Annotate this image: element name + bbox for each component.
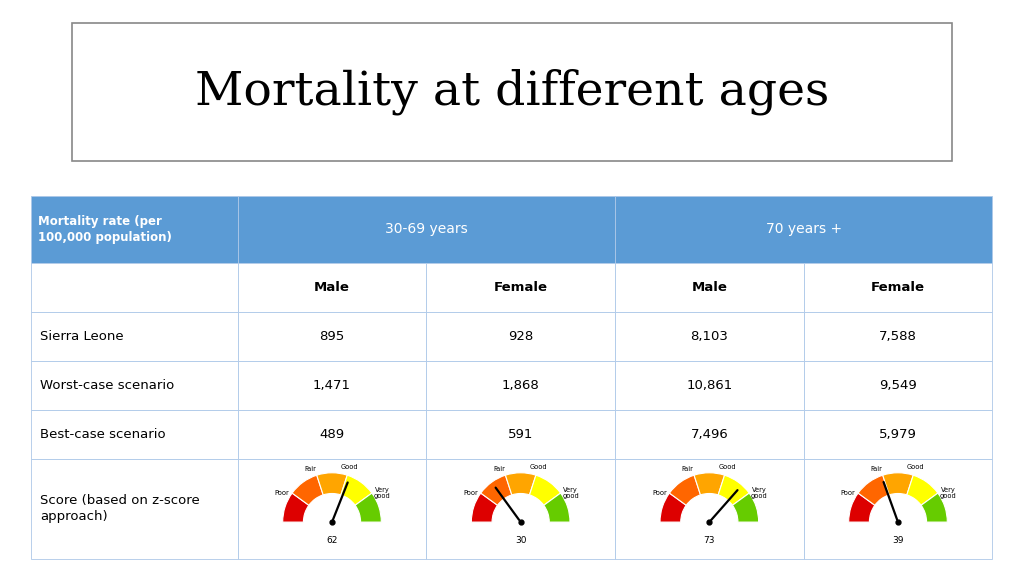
- Text: 895: 895: [319, 330, 345, 343]
- Text: 5,979: 5,979: [879, 428, 916, 441]
- Wedge shape: [292, 475, 324, 505]
- Bar: [804, 361, 992, 410]
- Wedge shape: [471, 493, 498, 522]
- Wedge shape: [694, 473, 725, 495]
- Bar: [238, 263, 426, 312]
- Wedge shape: [858, 475, 889, 505]
- Wedge shape: [883, 473, 913, 495]
- Wedge shape: [907, 475, 938, 505]
- Wedge shape: [341, 475, 372, 505]
- Text: Female: Female: [494, 281, 548, 294]
- Wedge shape: [283, 493, 309, 522]
- Bar: [31, 312, 238, 361]
- Wedge shape: [506, 473, 536, 495]
- Text: 7,588: 7,588: [879, 330, 916, 343]
- Wedge shape: [718, 475, 750, 505]
- Bar: [615, 263, 804, 312]
- Text: 73: 73: [703, 536, 715, 545]
- Text: 1,868: 1,868: [502, 379, 540, 392]
- Bar: [31, 459, 238, 559]
- Bar: [804, 312, 992, 361]
- Text: Male: Male: [314, 281, 350, 294]
- Text: 70 years +: 70 years +: [766, 222, 842, 236]
- Text: 8,103: 8,103: [690, 330, 728, 343]
- Text: 39: 39: [892, 536, 904, 545]
- Text: Good: Good: [529, 464, 547, 470]
- Bar: [426, 263, 615, 312]
- Bar: [238, 196, 615, 263]
- Text: Poor: Poor: [463, 490, 478, 497]
- Text: Good: Good: [341, 464, 358, 470]
- Bar: [615, 410, 804, 459]
- Bar: [238, 361, 426, 410]
- Bar: [804, 410, 992, 459]
- Text: Score (based on z-score
approach): Score (based on z-score approach): [40, 494, 200, 524]
- Text: Male: Male: [691, 281, 727, 294]
- Bar: [31, 196, 238, 263]
- Bar: [31, 263, 238, 312]
- Wedge shape: [355, 493, 381, 522]
- Text: Very
good: Very good: [940, 487, 956, 499]
- Text: 7,496: 7,496: [690, 428, 728, 441]
- Text: Female: Female: [871, 281, 925, 294]
- Bar: [426, 410, 615, 459]
- Wedge shape: [529, 475, 560, 505]
- Bar: [238, 459, 426, 559]
- Text: Poor: Poor: [652, 490, 667, 497]
- Text: Very
good: Very good: [562, 487, 579, 499]
- Bar: [426, 361, 615, 410]
- Text: Poor: Poor: [841, 490, 855, 497]
- Bar: [615, 196, 992, 263]
- Text: Fair: Fair: [870, 465, 883, 472]
- Text: Sierra Leone: Sierra Leone: [40, 330, 124, 343]
- Bar: [426, 459, 615, 559]
- FancyBboxPatch shape: [72, 23, 952, 161]
- Wedge shape: [660, 493, 686, 522]
- Text: 62: 62: [327, 536, 338, 545]
- Wedge shape: [922, 493, 947, 522]
- Text: Mortality rate (per
100,000 population): Mortality rate (per 100,000 population): [39, 215, 172, 244]
- Text: Mortality at different ages: Mortality at different ages: [195, 69, 829, 115]
- Wedge shape: [670, 475, 700, 505]
- Bar: [238, 410, 426, 459]
- Text: 591: 591: [508, 428, 534, 441]
- Text: 30-69 years: 30-69 years: [385, 222, 468, 236]
- Wedge shape: [316, 473, 347, 495]
- Text: 1,471: 1,471: [313, 379, 351, 392]
- Bar: [615, 361, 804, 410]
- Wedge shape: [481, 475, 512, 505]
- Bar: [804, 459, 992, 559]
- Text: 30: 30: [515, 536, 526, 545]
- Text: 489: 489: [319, 428, 344, 441]
- Wedge shape: [544, 493, 570, 522]
- Bar: [615, 312, 804, 361]
- Text: Fair: Fair: [494, 465, 505, 472]
- Bar: [804, 263, 992, 312]
- Bar: [426, 312, 615, 361]
- Text: Very
good: Very good: [751, 487, 768, 499]
- Text: Good: Good: [719, 464, 736, 470]
- Text: Best-case scenario: Best-case scenario: [40, 428, 166, 441]
- Text: Very
good: Very good: [374, 487, 390, 499]
- Text: Poor: Poor: [274, 490, 290, 497]
- Bar: [615, 459, 804, 559]
- Text: Worst-case scenario: Worst-case scenario: [40, 379, 175, 392]
- Text: 10,861: 10,861: [686, 379, 732, 392]
- Wedge shape: [849, 493, 874, 522]
- Text: 928: 928: [508, 330, 534, 343]
- Text: Good: Good: [907, 464, 925, 470]
- Bar: [31, 361, 238, 410]
- Wedge shape: [732, 493, 759, 522]
- Text: Fair: Fair: [682, 465, 693, 472]
- Text: Fair: Fair: [304, 465, 316, 472]
- Bar: [238, 312, 426, 361]
- Bar: [31, 410, 238, 459]
- Text: 9,549: 9,549: [880, 379, 916, 392]
